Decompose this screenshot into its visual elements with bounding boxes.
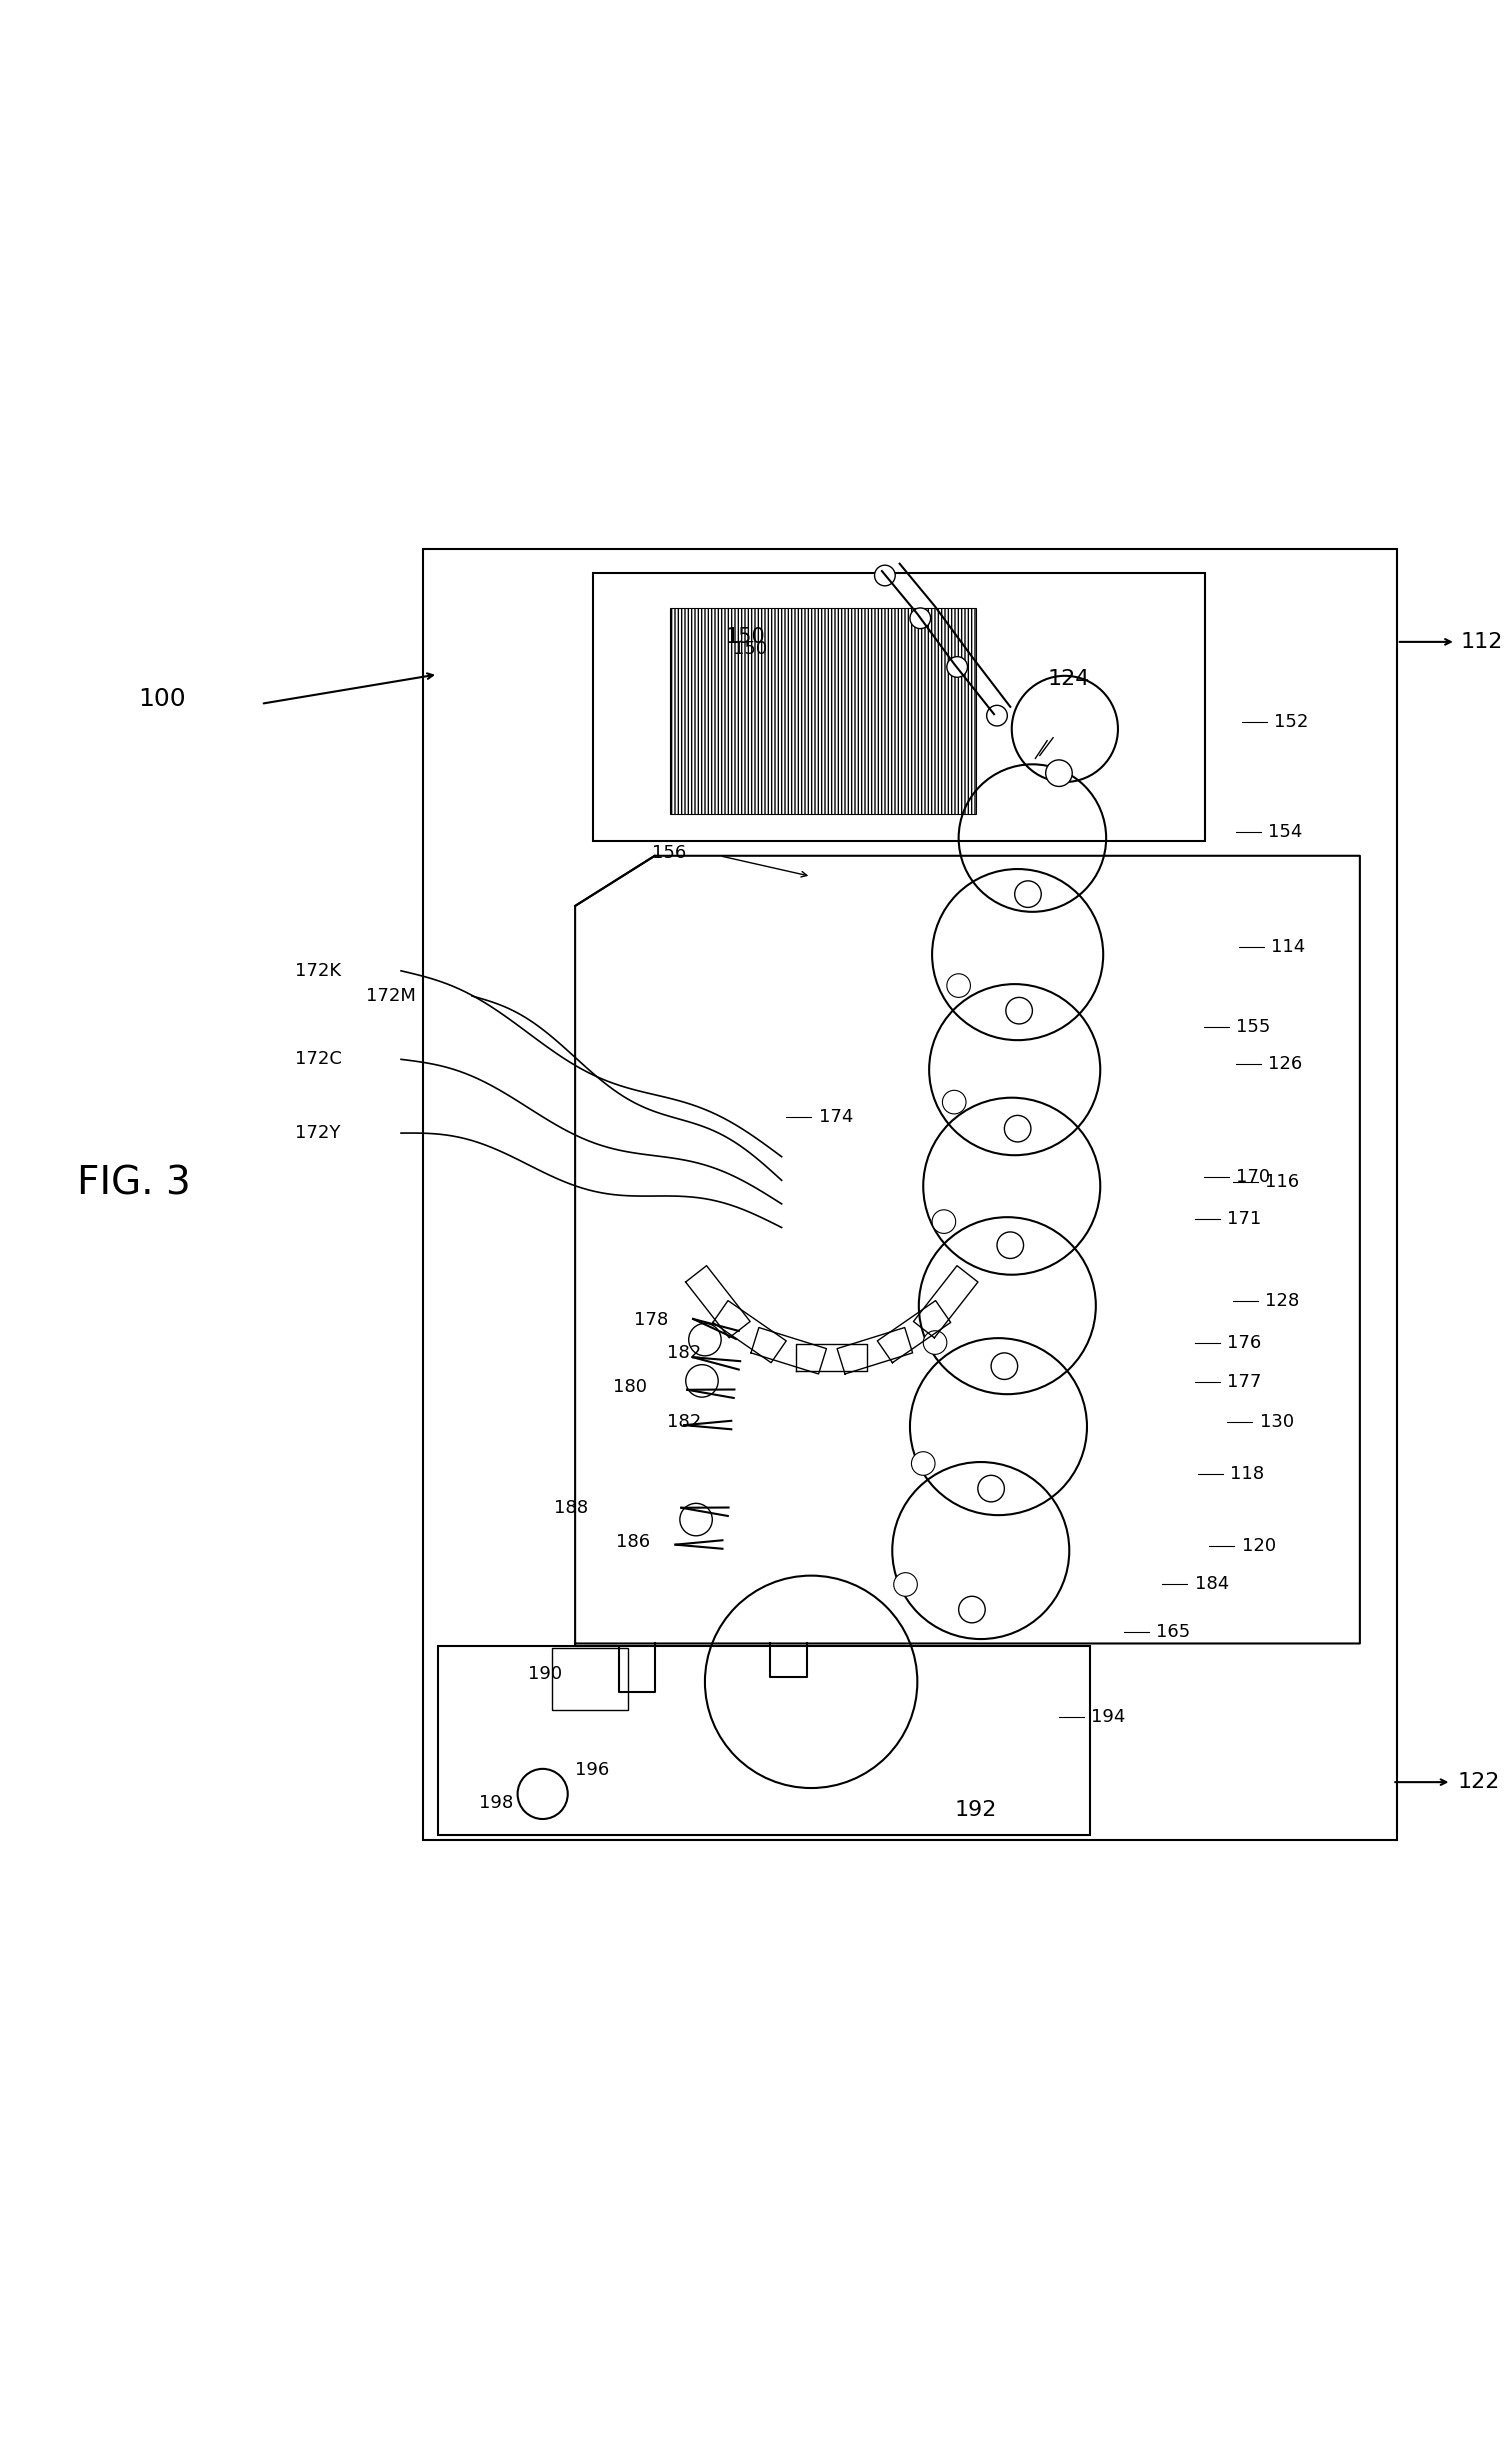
Circle shape xyxy=(946,975,970,997)
Text: 172C: 172C xyxy=(294,1051,341,1068)
Text: 180: 180 xyxy=(614,1377,647,1397)
Text: 116: 116 xyxy=(1266,1173,1299,1191)
Text: 156: 156 xyxy=(652,845,687,862)
Text: 100: 100 xyxy=(139,687,186,712)
Circle shape xyxy=(685,1365,718,1397)
Text: 198: 198 xyxy=(480,1795,513,1812)
Text: 182: 182 xyxy=(667,1414,700,1431)
Text: 150: 150 xyxy=(726,628,765,648)
Circle shape xyxy=(875,565,895,587)
Text: 112: 112 xyxy=(1461,631,1503,653)
Text: 196: 196 xyxy=(575,1760,610,1780)
Text: 172Y: 172Y xyxy=(294,1124,340,1142)
Text: 171: 171 xyxy=(1227,1210,1262,1228)
Bar xyxy=(670,609,976,815)
Bar xyxy=(593,572,1206,842)
Text: 186: 186 xyxy=(616,1532,650,1552)
Text: 118: 118 xyxy=(1230,1466,1265,1483)
Bar xyxy=(438,1647,1089,1836)
Text: 190: 190 xyxy=(528,1664,561,1684)
Circle shape xyxy=(991,1353,1017,1380)
Text: 172M: 172M xyxy=(365,987,415,1004)
Text: 150: 150 xyxy=(733,641,767,658)
Text: 152: 152 xyxy=(1274,712,1308,732)
Text: 130: 130 xyxy=(1260,1414,1293,1431)
Text: 124: 124 xyxy=(1047,668,1089,690)
Text: 177: 177 xyxy=(1227,1372,1262,1392)
Text: 165: 165 xyxy=(1156,1623,1191,1640)
Text: 155: 155 xyxy=(1236,1019,1271,1036)
Circle shape xyxy=(943,1090,966,1115)
Text: 174: 174 xyxy=(818,1107,853,1127)
Circle shape xyxy=(1014,881,1041,908)
Circle shape xyxy=(681,1502,712,1537)
Text: 170: 170 xyxy=(1236,1169,1271,1186)
Circle shape xyxy=(997,1232,1023,1259)
Bar xyxy=(423,550,1397,1839)
Circle shape xyxy=(688,1323,721,1355)
Text: FIG. 3: FIG. 3 xyxy=(77,1164,190,1203)
Text: 154: 154 xyxy=(1269,822,1302,842)
Text: 120: 120 xyxy=(1242,1537,1277,1554)
Circle shape xyxy=(933,1210,955,1232)
Circle shape xyxy=(910,609,931,628)
Circle shape xyxy=(1046,761,1073,786)
Text: 128: 128 xyxy=(1266,1291,1299,1311)
Circle shape xyxy=(893,1574,917,1596)
Bar xyxy=(551,1647,628,1709)
Text: 114: 114 xyxy=(1272,938,1305,957)
Circle shape xyxy=(978,1475,1005,1502)
Text: 172K: 172K xyxy=(294,962,341,980)
Circle shape xyxy=(946,655,967,678)
Text: 184: 184 xyxy=(1195,1576,1228,1593)
Text: 176: 176 xyxy=(1227,1333,1262,1353)
Circle shape xyxy=(1007,997,1032,1024)
Text: 192: 192 xyxy=(954,1800,996,1819)
Text: 194: 194 xyxy=(1091,1709,1126,1726)
Circle shape xyxy=(924,1331,946,1355)
Text: 122: 122 xyxy=(1458,1773,1500,1792)
Circle shape xyxy=(958,1596,985,1623)
Text: 178: 178 xyxy=(634,1311,668,1331)
Text: 188: 188 xyxy=(554,1498,589,1517)
Circle shape xyxy=(1005,1115,1031,1142)
Text: 182: 182 xyxy=(667,1343,700,1363)
Text: 126: 126 xyxy=(1269,1056,1302,1073)
Circle shape xyxy=(911,1451,936,1475)
Circle shape xyxy=(987,705,1008,727)
